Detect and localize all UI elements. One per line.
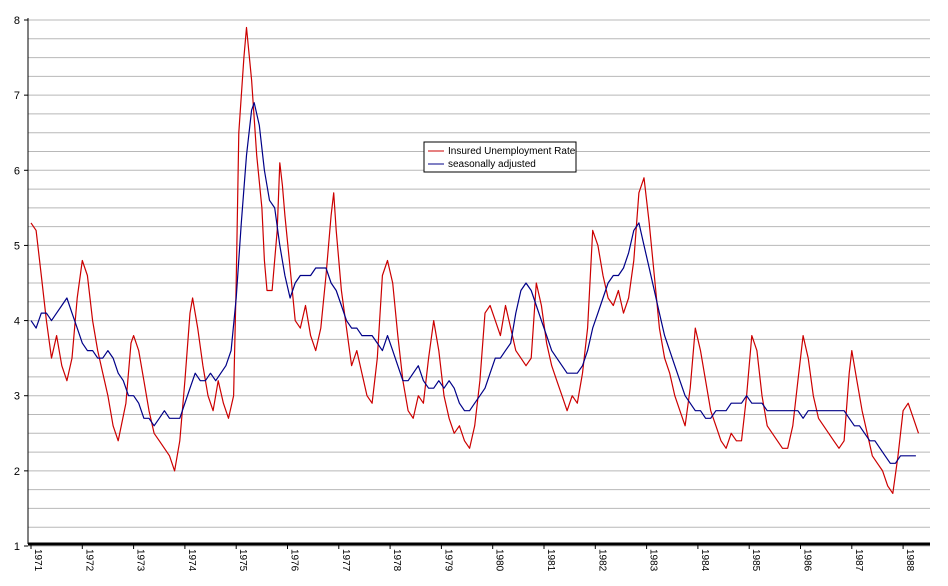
x-tick-label-17: 1988 bbox=[904, 549, 915, 572]
y-tick-label-6: 7 bbox=[14, 90, 20, 102]
y-tick-label-4: 5 bbox=[14, 240, 20, 252]
x-tick-label-5: 1976 bbox=[289, 549, 300, 572]
x-tick-labels: 1971 1972 1973 1974 1975 1976 1977 1978 1979 1980… bbox=[30, 544, 915, 572]
x-tick-label-11: 1982 bbox=[596, 549, 607, 572]
series-line-1 bbox=[30, 102, 916, 464]
series-layer bbox=[30, 26, 920, 494]
y-tick-label-5: 6 bbox=[14, 165, 20, 177]
legend-label-0: Insured Unemployment Rate bbox=[448, 146, 576, 157]
x-tick-label-10: 1981 bbox=[545, 549, 556, 572]
x-tick-label-4: 1975 bbox=[237, 549, 248, 572]
x-tick-label-15: 1986 bbox=[802, 549, 813, 572]
gridlines bbox=[28, 19, 930, 547]
x-tick-label-2: 1973 bbox=[135, 549, 146, 572]
y-tick-label-0: 1 bbox=[14, 541, 20, 553]
x-tick-label-0: 1971 bbox=[32, 549, 43, 572]
x-tick-label-9: 1980 bbox=[494, 549, 505, 572]
x-tick-label-6: 1977 bbox=[340, 549, 351, 572]
x-tick-label-8: 1979 bbox=[442, 549, 453, 572]
x-tick-label-13: 1984 bbox=[699, 549, 710, 572]
x-tick-label-14: 1985 bbox=[750, 549, 761, 572]
legend: Insured Unemployment Rate seasonally adj… bbox=[423, 141, 577, 173]
y-tick-label-2: 3 bbox=[14, 391, 20, 403]
x-tick-label-16: 1987 bbox=[853, 549, 864, 572]
x-tick-label-3: 1974 bbox=[186, 549, 197, 572]
x-tick-label-12: 1983 bbox=[648, 549, 659, 572]
legend-box bbox=[423, 141, 577, 173]
x-tick-label-1: 1972 bbox=[83, 549, 94, 572]
legend-label-1: seasonally adjusted bbox=[448, 159, 536, 170]
y-tick-labels: 1 2 3 4 5 6 7 8 bbox=[14, 15, 28, 553]
y-tick-label-1: 2 bbox=[14, 466, 20, 478]
y-tick-label-3: 4 bbox=[14, 316, 20, 328]
x-tick-label-7: 1978 bbox=[391, 549, 402, 572]
y-tick-label-7: 8 bbox=[14, 15, 20, 27]
series-line-0 bbox=[30, 26, 920, 494]
